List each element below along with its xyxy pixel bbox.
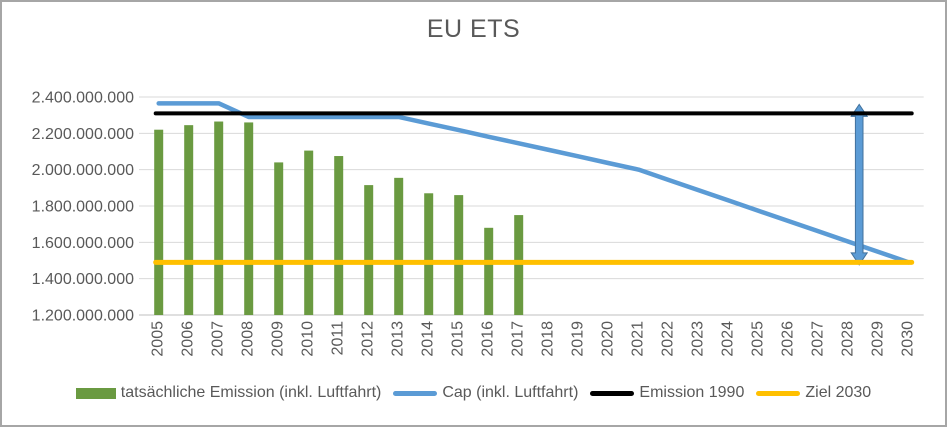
bar-2006 (184, 125, 194, 316)
legend-line-swatch-icon (393, 390, 438, 396)
x-axis-label: 2014 (420, 321, 437, 357)
legend-item-emission-1990: Emission 1990 (590, 384, 744, 402)
bar-2009 (274, 162, 284, 315)
x-axis-label: 2027 (810, 321, 827, 357)
gap-arrow-icon (850, 103, 869, 266)
legend-label-cap: Cap (inkl. Luftfahrt) (442, 384, 579, 401)
bar-2015 (454, 195, 464, 315)
x-axis-label: 2006 (180, 321, 197, 357)
legend-item-ziel-2030: Ziel 2030 (756, 384, 871, 402)
x-axis-label: 2011 (330, 321, 347, 356)
x-axis-label: 2017 (510, 321, 527, 357)
legend-bar-swatch-icon (75, 387, 116, 399)
legend-item-emission: tatsächliche Emission (inkl. Luftfahrt) (75, 384, 382, 402)
x-axis-label: 2021 (630, 321, 647, 357)
x-axis-label: 2016 (480, 321, 497, 357)
x-axis-label: 2028 (840, 321, 857, 357)
x-axis-label: 2030 (900, 321, 917, 357)
y-axis-label: 1.600.000.000 (32, 235, 134, 252)
y-axis-label: 2.200.000.000 (32, 126, 134, 143)
y-axis-label: 1.400.000.000 (32, 271, 134, 288)
x-axis-label: 2015 (450, 321, 467, 357)
legend-line-swatch-icon (756, 390, 801, 396)
x-axis-label: 2022 (660, 321, 677, 357)
x-axis-label: 2024 (720, 321, 737, 357)
bar-2007 (214, 121, 224, 316)
x-axis-label: 2009 (270, 321, 287, 357)
y-axis-label: 1.200.000.000 (32, 308, 134, 325)
x-axis-label: 2012 (360, 321, 377, 357)
bar-2017 (514, 215, 524, 315)
x-axis-label: 2010 (300, 321, 317, 357)
legend-line-swatch-icon (590, 390, 635, 396)
bar-2016 (484, 227, 494, 315)
bar-2010 (304, 150, 314, 315)
bar-2013 (394, 177, 404, 315)
x-axis-label: 2025 (750, 321, 767, 357)
x-axis-label: 2007 (210, 321, 227, 357)
x-axis-label: 2019 (570, 321, 587, 357)
bar-2005 (154, 129, 164, 315)
y-axis-label: 2.400.000.000 (32, 90, 134, 107)
x-axis-label: 2018 (540, 321, 557, 357)
legend-label-emission-1990: Emission 1990 (639, 384, 745, 401)
bar-2008 (244, 122, 254, 315)
legend: tatsächliche Emission (inkl. Luftfahrt) … (2, 384, 945, 402)
x-axis-label: 2023 (690, 321, 707, 357)
x-axis-label: 2026 (780, 321, 797, 357)
legend-item-cap: Cap (inkl. Luftfahrt) (393, 384, 578, 402)
x-axis-label: 2008 (240, 321, 257, 357)
legend-label-emission: tatsächliche Emission (inkl. Luftfahrt) (120, 384, 382, 401)
cap-line (156, 101, 911, 265)
x-axis-label: 2013 (390, 321, 407, 357)
x-axis-label: 2005 (150, 321, 167, 357)
y-axis-label: 2.000.000.000 (32, 162, 134, 179)
bar-2012 (364, 185, 374, 315)
legend-label-ziel-2030: Ziel 2030 (805, 384, 872, 401)
y-axis-label: 1.800.000.000 (32, 199, 134, 216)
bar-2011 (334, 156, 344, 315)
chart-title: EU ETS (426, 15, 521, 43)
x-axis-label: 2029 (870, 321, 887, 357)
bar-2014 (424, 193, 434, 315)
x-axis-label: 2020 (600, 321, 617, 357)
